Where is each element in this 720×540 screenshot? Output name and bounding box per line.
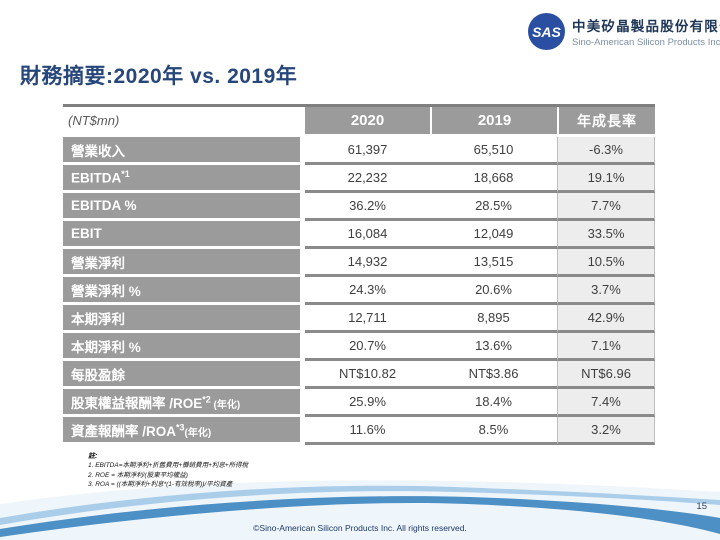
value-2019: 8,895	[430, 305, 557, 333]
row-label: 營業收入	[63, 137, 305, 165]
row-label-text: 資產報酬率 /ROA	[71, 423, 177, 439]
row-label: 營業淨利 %	[63, 277, 305, 305]
value-2019: 18,668	[430, 165, 557, 193]
value-growth: 19.1%	[557, 165, 655, 193]
table-row: 資產報酬率 /ROA*3(年化) 11.6% 8.5% 3.2%	[63, 417, 655, 445]
row-label-text: 營業淨利	[71, 255, 125, 271]
value-growth: 7.4%	[557, 389, 655, 417]
row-label-text: 本期淨利	[71, 311, 125, 327]
row-label-text: EBITDA %	[71, 198, 137, 213]
company-logo: SAS 中美矽晶製品股份有限公司 Sino-American Silicon P…	[528, 13, 720, 50]
value-2020: 14,932	[305, 249, 430, 277]
row-label: EBITDA*1	[63, 165, 305, 193]
value-growth: 10.5%	[557, 249, 655, 277]
footnote-marker: *1	[121, 169, 130, 180]
table-header-row: (NT$mn) 2020 2019 年成長率	[63, 107, 655, 137]
value-2020: 12,711	[305, 305, 430, 333]
value-2020: 22,232	[305, 165, 430, 193]
row-label: 股東權益報酬率 /ROE*2 (年化)	[63, 389, 305, 417]
column-header-growth: 年成長率	[557, 107, 655, 137]
company-name: 中美矽晶製品股份有限公司 Sino-American Silicon Produ…	[572, 13, 720, 48]
table-row: 營業收入 61,397 65,510 -6.3%	[63, 137, 655, 165]
row-label: 資產報酬率 /ROA*3(年化)	[63, 417, 305, 445]
footnote-item: 1. EBITDA=本期淨利+折舊費用+攤銷費用+利息+所得稅	[88, 462, 249, 469]
value-2019: 18.4%	[430, 389, 557, 417]
value-2020: 16,084	[305, 221, 430, 249]
row-label-suffix: (年化)	[210, 399, 241, 411]
row-label-text: 每股盈餘	[71, 367, 125, 383]
column-header-2019: 2019	[430, 107, 557, 137]
value-growth: 7.7%	[557, 193, 655, 221]
row-label-suffix: (年化)	[184, 427, 212, 439]
table-row: 股東權益報酬率 /ROE*2 (年化) 25.9% 18.4% 7.4%	[63, 389, 655, 417]
sas-logo-icon: SAS	[528, 13, 565, 50]
financial-table-body: 營業收入 61,397 65,510 -6.3% EBITDA*1 22,232…	[63, 137, 655, 445]
value-2019: 8.5%	[430, 417, 557, 445]
footnote-item: 2. ROE = 本期淨利/(股東平均權益)	[88, 471, 188, 479]
footnotes-title: 註:	[88, 453, 98, 460]
value-2020: NT$10.82	[305, 361, 430, 389]
company-name-zh: 中美矽晶製品股份有限公司	[572, 19, 720, 34]
table-row: EBITDA*1 22,232 18,668 19.1%	[63, 165, 655, 193]
table-row: 營業淨利 % 24.3% 20.6% 3.7%	[63, 277, 655, 305]
footnote-item: 3. ROA = ((本期淨利+利息*(1-有效稅率))/平均資產	[88, 481, 233, 488]
value-growth: 3.7%	[557, 277, 655, 305]
value-2019: 12,049	[430, 221, 557, 249]
row-label: 營業淨利	[63, 249, 305, 277]
table-row: 營業淨利 14,932 13,515 10.5%	[63, 249, 655, 277]
value-2020: 20.7%	[305, 333, 430, 361]
table-row: EBIT 16,084 12,049 33.5%	[63, 221, 655, 249]
value-growth: 3.2%	[557, 417, 655, 445]
unit-label: (NT$mn)	[63, 107, 305, 137]
row-label-text: 營業淨利 %	[71, 283, 141, 299]
company-name-en: Sino-American Silicon Products Inc.	[572, 37, 720, 48]
bottom-wave-decoration	[0, 480, 720, 540]
value-2020: 25.9%	[305, 389, 430, 417]
row-label: 本期淨利	[63, 305, 305, 333]
table-row: 本期淨利 % 20.7% 13.6% 7.1%	[63, 333, 655, 361]
value-2019: 28.5%	[430, 193, 557, 221]
row-label-text: EBIT	[71, 226, 102, 241]
row-label-text: EBITDA	[71, 170, 122, 186]
value-2019: 65,510	[430, 137, 557, 165]
value-2019: NT$3.86	[430, 361, 557, 389]
value-2020: 11.6%	[305, 417, 430, 445]
value-growth: 7.1%	[557, 333, 655, 361]
table-row: EBITDA % 36.2% 28.5% 7.7%	[63, 193, 655, 221]
value-growth: -6.3%	[557, 137, 655, 165]
row-label: 每股盈餘	[63, 361, 305, 389]
value-2019: 13,515	[430, 249, 557, 277]
footnote-marker: *2	[202, 394, 211, 404]
footnote-marker: *3	[176, 422, 185, 432]
table-row: 每股盈餘 NT$10.82 NT$3.86 NT$6.96	[63, 361, 655, 389]
row-label: EBITDA %	[63, 193, 305, 221]
financial-summary-table: (NT$mn) 2020 2019 年成長率 營業收入 61,397 65,51…	[63, 104, 655, 445]
value-2019: 13.6%	[430, 333, 557, 361]
row-label-text: 本期淨利 %	[71, 339, 141, 355]
value-growth: 33.5%	[557, 221, 655, 249]
row-label: 本期淨利 %	[63, 333, 305, 361]
page-number: 15	[696, 501, 707, 512]
value-growth: 42.9%	[557, 305, 655, 333]
row-label-text: 股東權益報酬率 /ROE	[71, 395, 203, 411]
footnotes: 註: 1. EBITDA=本期淨利+折舊費用+攤銷費用+利息+所得稅 2. RO…	[88, 452, 248, 490]
row-label: EBIT	[63, 221, 305, 249]
value-2019: 20.6%	[430, 277, 557, 305]
value-growth: NT$6.96	[557, 361, 655, 389]
page-title: 財務摘要:2020年 vs. 2019年	[20, 65, 298, 88]
value-2020: 24.3%	[305, 277, 430, 305]
row-label-text: 營業收入	[71, 143, 125, 159]
value-2020: 61,397	[305, 137, 430, 165]
table-row: 本期淨利 12,711 8,895 42.9%	[63, 305, 655, 333]
value-2020: 36.2%	[305, 193, 430, 221]
column-header-2020: 2020	[305, 107, 430, 137]
copyright-text: ©Sino-American Silicon Products Inc. All…	[253, 523, 467, 533]
